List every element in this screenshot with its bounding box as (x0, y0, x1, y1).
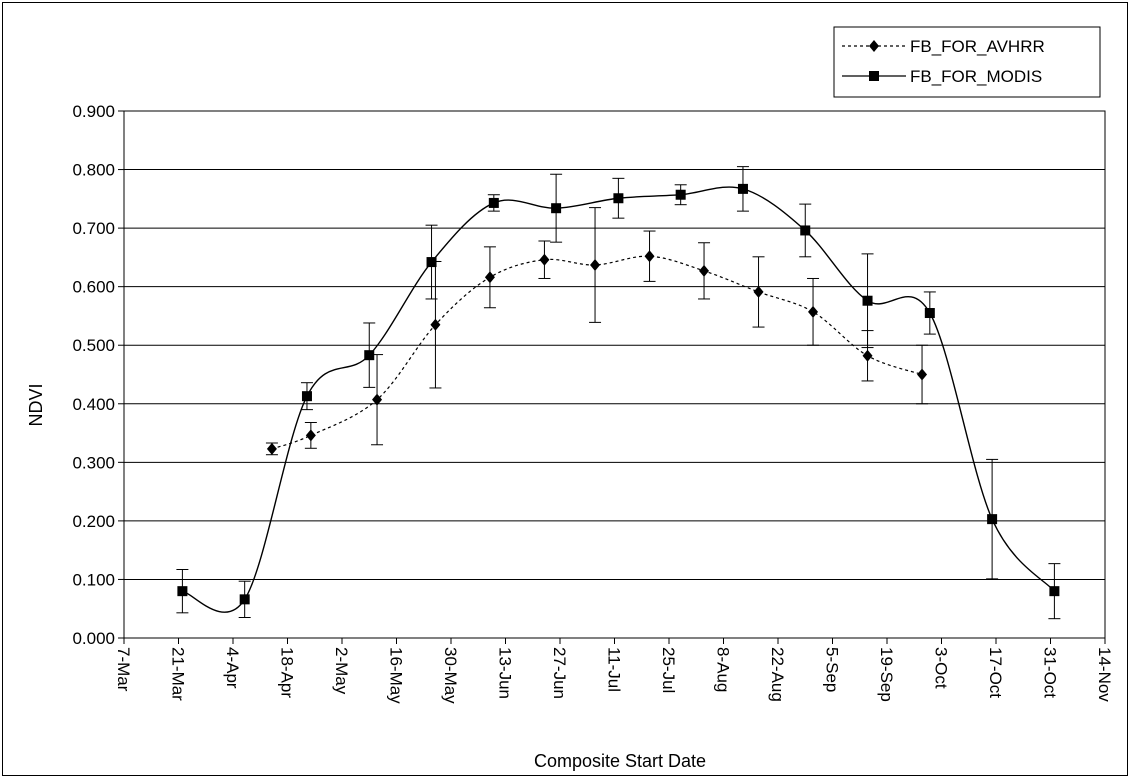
data-point (699, 264, 710, 277)
x-tick-label: 13-Jun (496, 647, 515, 699)
y-tick-label: 0.300 (72, 453, 115, 472)
data-point (372, 393, 383, 406)
y-axis-title: NDVI (26, 383, 46, 426)
data-point (753, 285, 764, 298)
y-tick-label: 0.500 (72, 336, 115, 355)
data-point (488, 197, 499, 208)
data-point (613, 193, 624, 204)
data-point (644, 250, 655, 263)
data-point (551, 203, 562, 214)
x-tick-label: 2-May (332, 647, 351, 695)
data-point (917, 368, 928, 381)
data-point (426, 257, 437, 268)
x-tick-label: 27-Jun (550, 647, 569, 699)
y-tick-label: 0.100 (72, 570, 115, 589)
data-point (239, 594, 250, 605)
legend-label: FB_FOR_MODIS (910, 67, 1042, 86)
data-point (862, 349, 873, 362)
data-point (808, 305, 819, 318)
x-tick-label: 17-Oct (986, 647, 1005, 698)
y-tick-label: 0.600 (72, 278, 115, 297)
data-point (364, 350, 375, 361)
data-point (924, 308, 935, 319)
data-point (862, 295, 873, 306)
data-point (987, 514, 998, 525)
y-tick-label: 0.900 (72, 102, 115, 121)
x-tick-label: 16-May (387, 647, 406, 704)
x-tick-label: 8-Aug (714, 647, 733, 692)
x-tick-label: 5-Sep (823, 647, 842, 692)
legend-label: FB_FOR_AVHRR (910, 37, 1045, 56)
data-point (1049, 586, 1060, 597)
x-tick-label: 21-Mar (169, 647, 188, 701)
data-point (737, 183, 748, 194)
x-tick-label: 14-Nov (1095, 647, 1114, 702)
data-point (177, 586, 188, 597)
x-tick-label: 18-Apr (278, 647, 297, 698)
x-tick-label: 30-May (441, 647, 460, 704)
y-tick-label: 0.700 (72, 219, 115, 238)
y-tick-label: 0.000 (72, 629, 115, 648)
series-fb-for-modis (176, 166, 1061, 620)
x-tick-label: 4-Apr (223, 647, 242, 689)
x-tick-label: 7-Mar (114, 647, 133, 692)
x-tick-label: 22-Aug (768, 647, 787, 702)
grid-layer (124, 110, 1105, 580)
data-point (539, 253, 550, 266)
data-point (675, 189, 686, 200)
x-axis-title: Composite Start Date (534, 751, 706, 771)
data-point (800, 225, 811, 236)
x-tick-label: 3-Oct (932, 647, 951, 689)
data-point (430, 318, 441, 331)
legend-marker (869, 40, 879, 52)
data-point (305, 429, 316, 442)
series-layer (176, 166, 1061, 620)
series-line (182, 186, 1055, 613)
y-tick-label: 0.400 (72, 395, 115, 414)
axis-layer: 0.000 0.100 0.200 0.300 0.400 0.500 0.600 0.700… (72, 102, 1114, 704)
legend-box (833, 26, 1101, 98)
data-point (484, 271, 495, 284)
data-point (266, 442, 277, 455)
plot-area (123, 110, 1106, 639)
y-tick-label: 0.800 (72, 161, 115, 180)
x-tick-label: 19-Sep (877, 647, 896, 702)
data-point (301, 391, 312, 402)
y-tick-label: 0.200 (72, 512, 115, 531)
x-tick-label: 31-Oct (1041, 647, 1060, 698)
legend-marker (869, 71, 879, 81)
x-tick-label: 11-Jul (605, 647, 624, 692)
x-tick-label: 25-Jul (659, 647, 678, 693)
legend-items: FB_FOR_AVHRR FB_FOR_MODIS (842, 37, 1045, 86)
series-fb-for-avhrr (265, 207, 929, 456)
legend: FB_FOR_AVHRR FB_FOR_MODIS (833, 26, 1101, 98)
data-point (590, 259, 601, 272)
